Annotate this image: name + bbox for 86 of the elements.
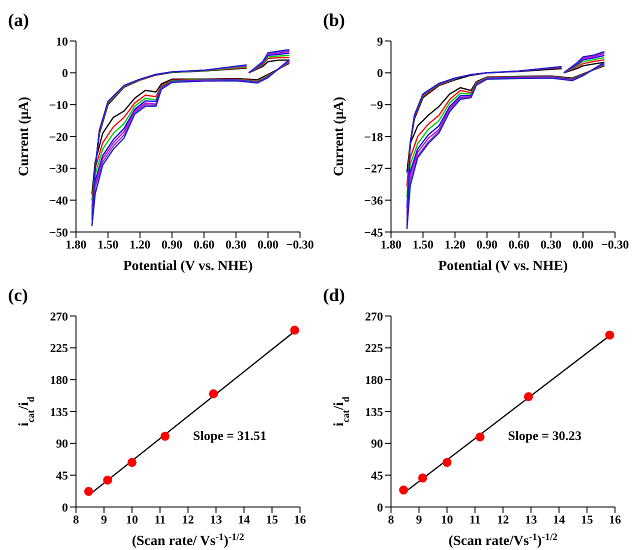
y-tick-label: 0 bbox=[377, 500, 383, 514]
x-tick-label: 12 bbox=[182, 512, 194, 527]
y-tick-label: −27 bbox=[364, 162, 383, 176]
x-tick-label: 16 bbox=[609, 512, 621, 527]
x-tick-label: 8 bbox=[73, 512, 79, 527]
x-tick-label: 14 bbox=[238, 512, 250, 527]
point bbox=[476, 432, 485, 442]
y-tick-label: 270 bbox=[50, 309, 68, 324]
x-tick-label: 11 bbox=[469, 512, 481, 527]
x-axis-title: (Scan rate/Vs$^{-1}$)$^{-1/2}$ bbox=[448, 532, 558, 549]
point bbox=[103, 476, 112, 485]
x-tick-label: 10 bbox=[126, 512, 138, 527]
x-tick-label: 0.60 bbox=[194, 238, 214, 252]
annotation: Slope = 30.23 bbox=[508, 428, 582, 444]
y-tick-label: 225 bbox=[50, 341, 68, 356]
chart-title: (b) bbox=[323, 9, 346, 32]
x-tick-label: 1.80 bbox=[380, 238, 402, 252]
x-tick-label: −0.30 bbox=[286, 238, 314, 252]
x-tick-label: 0.30 bbox=[540, 238, 562, 252]
x-tick-label: 16 bbox=[294, 512, 306, 527]
y-tick-label: −30 bbox=[49, 162, 68, 176]
x-tick-label: 13 bbox=[210, 512, 222, 527]
x-tick-label: 9 bbox=[101, 512, 107, 527]
x-tick-label: 1.50 bbox=[412, 238, 434, 252]
y-tick-label: 270 bbox=[365, 309, 383, 324]
x-tick-label: 0.90 bbox=[476, 238, 498, 252]
x-tick-label: −0.30 bbox=[601, 238, 629, 252]
y-tick-label: 0 bbox=[62, 66, 68, 80]
y-tick-label: −10 bbox=[49, 98, 68, 112]
y-tick-label: 9 bbox=[377, 34, 383, 48]
y-axis-title: Current (μA) bbox=[332, 96, 347, 176]
y-tick-label: 0 bbox=[62, 500, 68, 514]
y-tick-label: −9 bbox=[370, 98, 383, 112]
x-tick-label: 1.80 bbox=[66, 238, 86, 252]
y-tick-label: 0 bbox=[377, 66, 383, 80]
point bbox=[290, 326, 300, 335]
y-tick-label: 135 bbox=[50, 404, 68, 419]
x-tick-label: 9 bbox=[416, 512, 422, 527]
y-tick-label: 90 bbox=[56, 436, 68, 451]
y-tick-label: −18 bbox=[364, 130, 383, 144]
chart-title: (c) bbox=[8, 284, 29, 307]
y-tick-label: −20 bbox=[49, 130, 68, 144]
y-tick-label: 180 bbox=[50, 372, 68, 387]
point bbox=[127, 458, 137, 467]
chart-title: (a) bbox=[8, 9, 30, 32]
x-tick-label: 1.50 bbox=[98, 238, 118, 252]
y-tick-label: 90 bbox=[371, 436, 383, 451]
point bbox=[442, 458, 452, 467]
x-tick-label: 10 bbox=[441, 512, 453, 527]
x-tick-label: 1.20 bbox=[444, 238, 466, 252]
x-axis-title: (Scan rate/ Vs$^{-1}$)$^{-1/2}$ bbox=[132, 532, 244, 549]
y-tick-label: −50 bbox=[49, 225, 68, 240]
x-tick-label: 0.00 bbox=[258, 238, 278, 252]
point bbox=[524, 392, 533, 402]
x-tick-label: 11 bbox=[154, 512, 166, 527]
x-tick-label: 8 bbox=[388, 512, 394, 527]
point bbox=[160, 432, 170, 441]
annotation: Slope = 31.51 bbox=[193, 428, 266, 444]
y-tick-label: 180 bbox=[365, 372, 383, 387]
x-tick-label: 0.60 bbox=[508, 238, 530, 252]
point bbox=[208, 389, 218, 398]
y-tick-label: 45 bbox=[56, 468, 68, 482]
point bbox=[84, 486, 94, 496]
y-tick-label: 225 bbox=[365, 341, 383, 356]
y-tick-label: 10 bbox=[56, 34, 68, 48]
x-tick-label: 14 bbox=[553, 512, 565, 527]
y-tick-label: −36 bbox=[364, 193, 383, 208]
y-tick-label: −45 bbox=[364, 225, 383, 240]
y-tick-label: 135 bbox=[365, 404, 383, 419]
point bbox=[418, 473, 428, 482]
y-axis-title: Current (μA) bbox=[17, 96, 32, 176]
y-tick-label: −40 bbox=[49, 193, 68, 208]
chart-title: (d) bbox=[323, 284, 346, 307]
x-axis-title: Potential (V vs. NHE) bbox=[438, 259, 568, 274]
x-tick-label: 0.30 bbox=[226, 238, 246, 252]
y-tick-label: 45 bbox=[371, 468, 383, 482]
x-tick-label: 12 bbox=[497, 512, 509, 527]
x-axis-title: Potential (V vs. NHE) bbox=[123, 259, 254, 274]
x-tick-label: 15 bbox=[581, 512, 593, 527]
x-tick-label: 1.20 bbox=[130, 238, 150, 252]
point bbox=[399, 486, 408, 495]
x-tick-label: 15 bbox=[266, 512, 278, 527]
x-tick-label: 0.00 bbox=[572, 238, 594, 252]
x-tick-label: 0.90 bbox=[162, 238, 182, 252]
point bbox=[605, 330, 614, 340]
x-tick-label: 13 bbox=[525, 512, 537, 527]
